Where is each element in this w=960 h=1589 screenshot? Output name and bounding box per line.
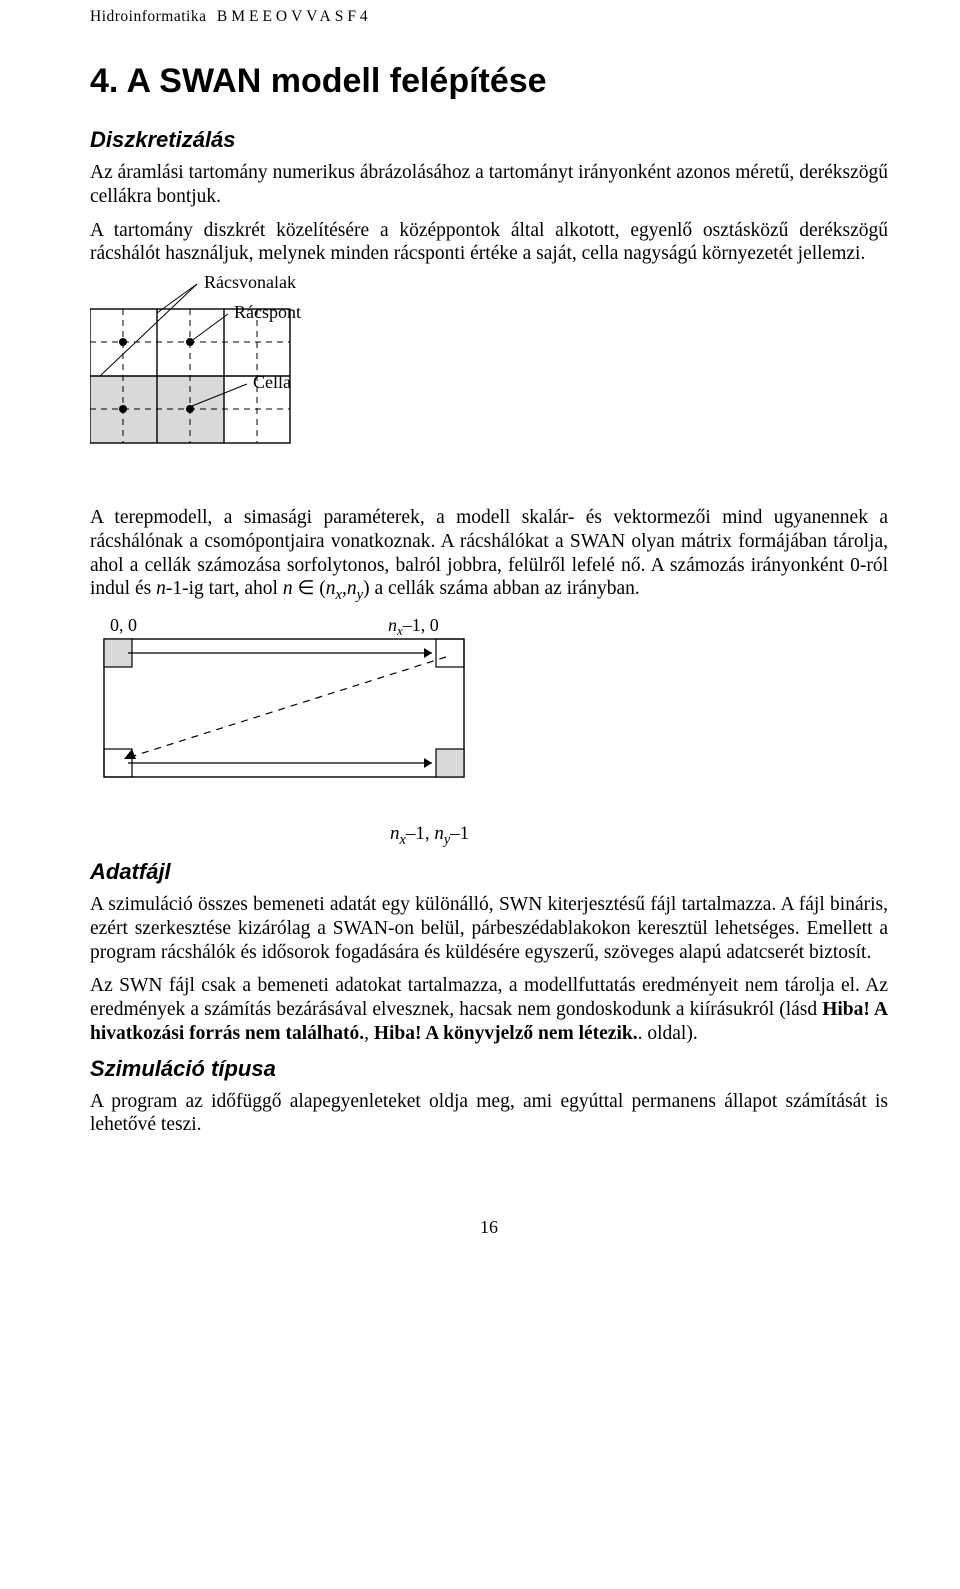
discretization-para-2: A tartomány diszkrét közelítésére a közé…	[90, 219, 888, 267]
simtype-para: A program az időfüggő alapegyenleteket o…	[90, 1090, 888, 1138]
datafile-heading: Adatfájl	[90, 859, 888, 885]
label-racsvonalak: Rácsvonalak	[204, 276, 296, 292]
page-number: 16	[90, 1217, 888, 1238]
grid-diagram-svg: Rácsvonalak Rácspont Cella	[90, 276, 430, 480]
mesh-paragraph: A terepmodell, a simasági paraméterek, a…	[90, 506, 888, 605]
section-title: 4. A SWAN modell felépítése	[90, 62, 888, 101]
simtype-heading: Szimuláció típusa	[90, 1056, 888, 1082]
discretization-heading: Diszkretizálás	[90, 127, 888, 153]
course-code: BMEEOVVASF4	[217, 8, 372, 25]
datafile-para-1: A szimuláció összes bemeneti adatát egy …	[90, 893, 888, 964]
numbering-diagram: 0, 0 nx–1, 0	[90, 615, 888, 783]
label-00: 0, 0	[110, 615, 137, 635]
label-nx1ny1: nx–1, ny–1	[390, 823, 888, 849]
label-racspont: Rácspont	[234, 302, 301, 322]
running-header: Hidroinformatika BMEEOVVASF4	[90, 8, 888, 26]
datafile-para-2: Az SWN fájl csak a bemeneti adatokat tar…	[90, 974, 888, 1045]
label-cella: Cella	[253, 372, 291, 392]
discretization-para-1: Az áramlási tartomány numerikus ábrázolá…	[90, 161, 888, 209]
label-nx10: nx–1, 0	[388, 615, 439, 638]
grid-diagram: Rácsvonalak Rácspont Cella	[90, 276, 888, 480]
course-name: Hidroinformatika	[90, 8, 206, 25]
numbering-diagram-svg: 0, 0 nx–1, 0	[90, 615, 510, 783]
page: Hidroinformatika BMEEOVVASF4 4. A SWAN m…	[0, 0, 960, 1589]
